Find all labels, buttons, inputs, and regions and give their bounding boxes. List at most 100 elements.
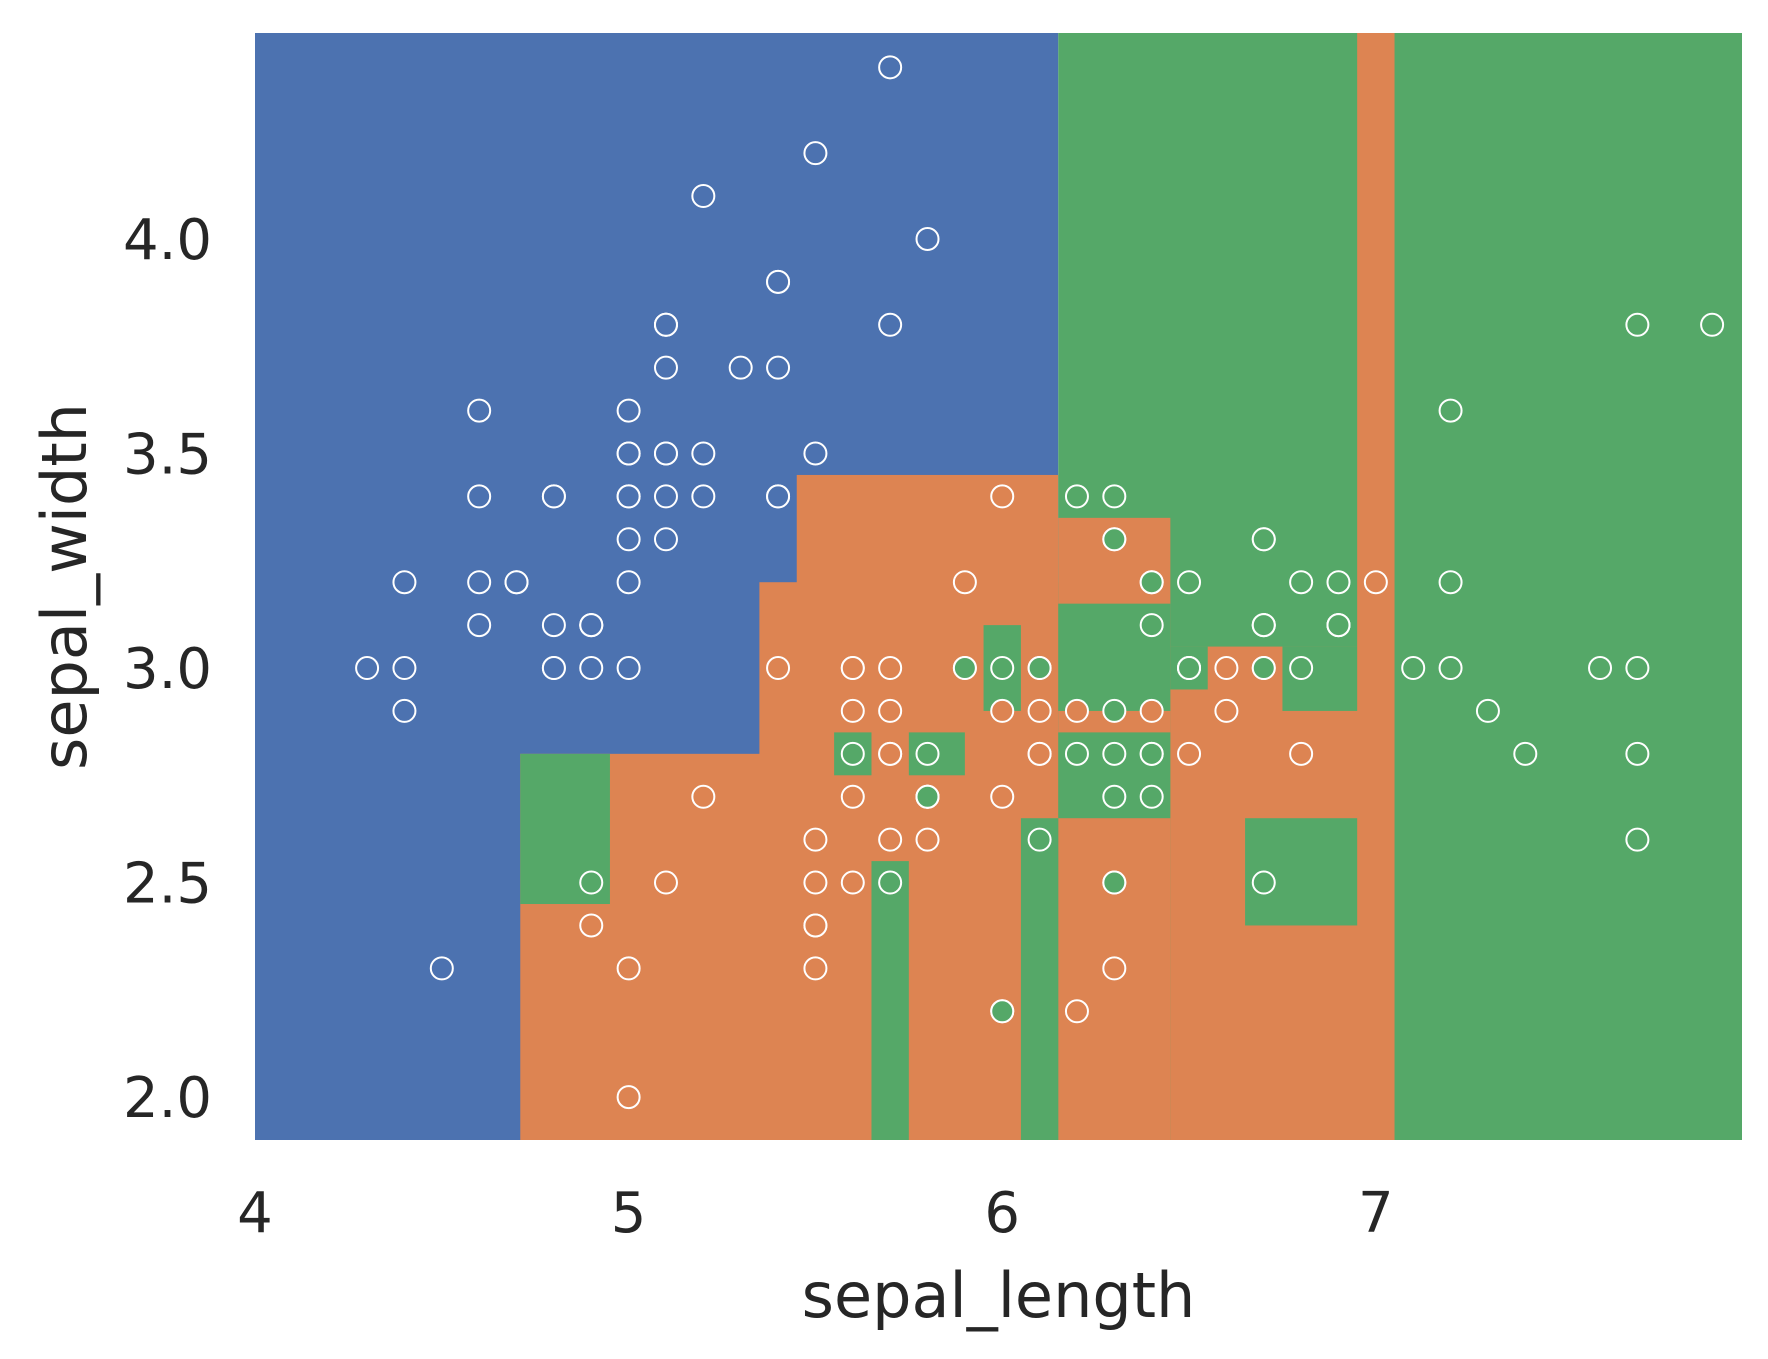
data-point-class-2	[1251, 870, 1276, 895]
data-point-class-2	[1326, 570, 1351, 595]
data-point-class-1	[803, 827, 828, 852]
y-tick-label: 2.5	[123, 852, 212, 917]
data-point-class-1	[990, 784, 1015, 809]
data-point-class-0	[616, 484, 641, 509]
data-point-class-0	[467, 484, 492, 509]
data-point-class-1	[579, 913, 604, 938]
data-point-class-1	[616, 1085, 641, 1110]
y-axis-label: sepal_width	[28, 403, 101, 770]
data-point-class-0	[766, 355, 791, 380]
data-point-class-2	[952, 656, 977, 681]
data-point-class-2	[990, 656, 1015, 681]
data-point-class-0	[653, 484, 678, 509]
data-point-class-0	[579, 613, 604, 638]
decision-region-class-2	[871, 861, 909, 1140]
data-point-class-0	[766, 484, 791, 509]
data-point-class-0	[878, 312, 903, 337]
data-point-class-0	[355, 656, 380, 681]
data-point-class-0	[579, 656, 604, 681]
y-tick-label: 3.5	[123, 422, 212, 487]
data-point-class-2	[1700, 312, 1725, 337]
data-point-class-1	[1177, 741, 1202, 766]
data-point-class-2	[1251, 613, 1276, 638]
data-point-class-2	[1251, 527, 1276, 552]
decision-region-class-2	[1282, 646, 1358, 711]
x-tick-label: 6	[984, 1181, 1020, 1246]
data-point-class-2	[1625, 312, 1650, 337]
data-point-class-2	[1588, 656, 1613, 681]
y-axis-ticks: 2.0 2.5 3.0 3.5 4.0	[123, 208, 212, 1131]
data-point-class-2	[1139, 741, 1164, 766]
data-point-class-1	[1102, 956, 1127, 981]
data-point-class-1	[691, 784, 716, 809]
x-tick-label: 5	[611, 1181, 647, 1246]
y-tick-label: 2.0	[123, 1066, 212, 1131]
data-point-class-2	[1102, 784, 1127, 809]
data-point-class-0	[915, 226, 940, 251]
data-point-class-1	[840, 784, 865, 809]
data-point-class-2	[1102, 484, 1127, 509]
data-point-class-2	[1438, 398, 1463, 423]
data-point-class-1	[1064, 698, 1089, 723]
data-point-class-2	[915, 741, 940, 766]
data-point-class-0	[541, 656, 566, 681]
data-point-class-1	[1214, 656, 1239, 681]
data-point-class-2	[1177, 656, 1202, 681]
data-point-class-0	[691, 184, 716, 209]
data-point-class-1	[1214, 698, 1239, 723]
data-point-class-1	[840, 698, 865, 723]
data-point-class-0	[467, 570, 492, 595]
data-point-class-0	[392, 656, 417, 681]
data-point-class-2	[1475, 698, 1500, 723]
data-point-class-2	[1289, 570, 1314, 595]
data-point-class-0	[616, 398, 641, 423]
data-point-class-1	[840, 870, 865, 895]
data-point-class-2	[1102, 870, 1127, 895]
data-point-class-2	[1513, 741, 1538, 766]
data-point-class-0	[653, 312, 678, 337]
data-point-class-2	[1251, 656, 1276, 681]
data-point-class-1	[1027, 698, 1052, 723]
data-point-class-0	[691, 484, 716, 509]
data-point-class-1	[1289, 741, 1314, 766]
data-point-class-1	[952, 570, 977, 595]
data-point-class-0	[653, 441, 678, 466]
data-point-class-2	[1027, 656, 1052, 681]
data-point-class-0	[616, 656, 641, 681]
data-point-class-1	[653, 870, 678, 895]
data-point-class-0	[766, 269, 791, 294]
data-points	[355, 55, 1725, 1110]
data-point-class-2	[878, 870, 903, 895]
data-point-class-2	[1177, 570, 1202, 595]
data-point-class-0	[467, 613, 492, 638]
data-point-class-1	[766, 656, 791, 681]
data-point-class-2	[1102, 698, 1127, 723]
x-tick-label: 4	[237, 1181, 273, 1246]
data-point-class-1	[1363, 570, 1388, 595]
data-point-class-2	[1625, 656, 1650, 681]
data-point-class-0	[616, 570, 641, 595]
decision-regions	[255, 33, 1742, 1140]
data-point-class-0	[541, 613, 566, 638]
data-point-class-1	[840, 656, 865, 681]
data-point-class-0	[803, 141, 828, 166]
data-point-class-1	[1027, 741, 1052, 766]
data-point-class-1	[803, 870, 828, 895]
data-point-class-0	[728, 355, 753, 380]
data-point-class-2	[1139, 570, 1164, 595]
data-point-class-1	[878, 698, 903, 723]
data-point-class-0	[691, 441, 716, 466]
data-point-class-1	[616, 956, 641, 981]
x-axis-ticks: 4 5 6 7	[237, 1181, 1393, 1246]
data-point-class-1	[990, 484, 1015, 509]
data-point-class-2	[1326, 613, 1351, 638]
data-point-class-0	[392, 698, 417, 723]
data-point-class-2	[1438, 570, 1463, 595]
data-point-class-2	[1625, 741, 1650, 766]
y-tick-label: 4.0	[123, 208, 212, 273]
data-point-class-2	[1139, 613, 1164, 638]
data-point-class-0	[616, 527, 641, 552]
data-point-class-2	[1401, 656, 1426, 681]
data-point-class-2	[1102, 527, 1127, 552]
